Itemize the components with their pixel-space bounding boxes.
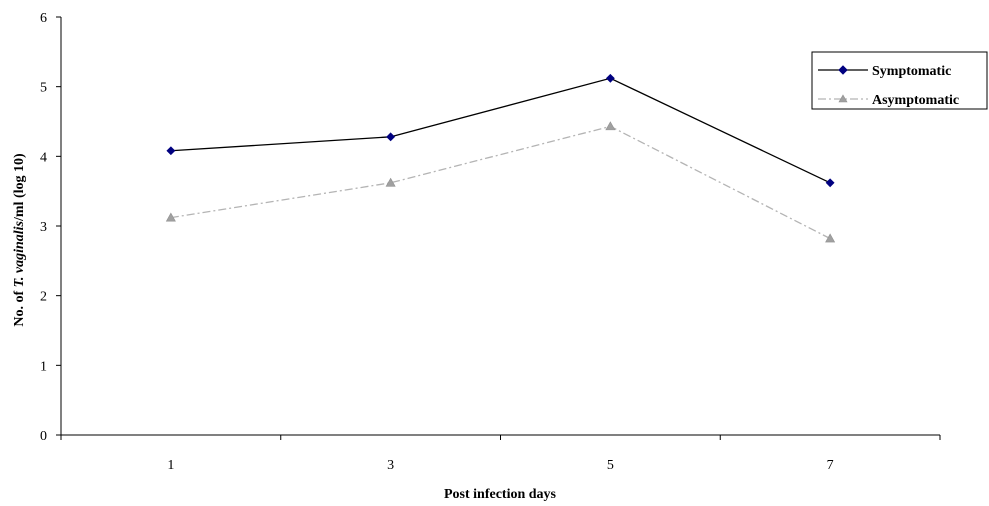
x-tick-label: 7 <box>827 458 834 473</box>
y-tick-label: 6 <box>40 11 47 26</box>
y-tick-label: 4 <box>40 150 47 165</box>
data-point <box>385 177 396 187</box>
data-point <box>605 73 615 83</box>
y-tick-label: 3 <box>40 220 47 235</box>
data-point <box>605 121 616 131</box>
data-point <box>386 132 396 142</box>
legend-marker-symptomatic <box>838 65 848 75</box>
data-point <box>165 212 176 222</box>
y-tick-label: 1 <box>40 359 47 374</box>
y-axis-title: No. of T. vaginalis/ml (log 10) <box>12 153 27 327</box>
x-axis-title: Post infection days <box>444 487 557 502</box>
series-line-symptomatic <box>170 77 831 184</box>
x-tick-label: 1 <box>167 458 174 473</box>
data-point <box>825 233 836 243</box>
data-point <box>166 146 176 156</box>
legend-label-symptomatic: Symptomatic <box>872 64 951 79</box>
y-axis-title-part-3: /ml (log 10) <box>12 153 27 222</box>
tick-labels: 0 1 2 3 4 5 6 1 3 5 7 <box>40 11 834 473</box>
y-tick-label: 0 <box>40 429 47 444</box>
data-point <box>825 178 835 188</box>
y-axis-title-species: T. vaginalis <box>12 220 27 287</box>
series-asymptomatic <box>165 121 836 243</box>
y-axis-title-part-1: No. of <box>12 287 27 326</box>
y-tick-label: 2 <box>40 290 47 305</box>
series-symptomatic <box>166 73 835 188</box>
y-tick-label: 5 <box>40 81 47 96</box>
series-line-asymptomatic <box>170 125 831 240</box>
axes <box>56 16 941 440</box>
legend: Symptomatic Asymptomatic <box>811 51 988 110</box>
x-tick-label: 5 <box>607 458 614 473</box>
legend-marker-asymptomatic <box>838 94 848 103</box>
series-layer <box>165 73 836 243</box>
legend-label-asymptomatic: Asymptomatic <box>872 93 959 108</box>
x-tick-label: 3 <box>387 458 394 473</box>
